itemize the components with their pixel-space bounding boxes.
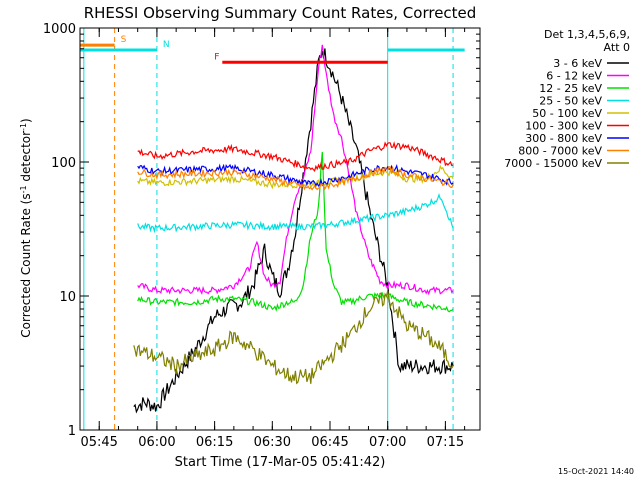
legend-label-8: 7000 - 15000 keV	[504, 157, 602, 170]
legend-label-5: 100 - 300 keV	[525, 120, 602, 133]
flag-label-3: F	[214, 52, 219, 62]
y-axis-label-mid: detector	[19, 131, 33, 186]
y-tick-label-3: 1000	[43, 22, 76, 37]
y-axis-label-sup-2: -1	[19, 123, 28, 131]
x-tick-label-2: 06:15	[196, 435, 233, 450]
legend-header-line-1: Det 1,3,4,5,6,9,	[544, 28, 630, 41]
series-line-5	[137, 141, 454, 172]
x-tick-label-3: 06:30	[254, 435, 291, 450]
x-tick-label-1: 06:00	[138, 435, 175, 450]
flag-label-0: S	[121, 35, 127, 45]
y-tick-label-2: 100	[51, 156, 76, 171]
series-line-2	[137, 151, 454, 313]
legend-header-line-2: Att 0	[604, 41, 630, 54]
legend-label-0: 3 - 6 keV	[553, 57, 602, 70]
legend-label-4: 50 - 100 keV	[532, 107, 602, 120]
y-tick-label-1: 10	[59, 290, 76, 305]
legend-label-6: 300 - 800 keV	[525, 132, 602, 145]
flag-label-1: N	[163, 40, 170, 50]
series-line-7	[137, 165, 454, 191]
y-axis-label-end: )	[19, 118, 33, 123]
series-line-3	[137, 193, 454, 234]
series-line-4	[137, 164, 454, 190]
series-line-1	[137, 44, 454, 296]
series-line-8	[133, 290, 454, 385]
x-tick-label-0: 05:45	[80, 435, 117, 450]
y-axis-label-main: Corrected Count Rate (s	[19, 193, 33, 337]
legend-label-2: 12 - 25 keV	[539, 82, 602, 95]
x-axis-label: Start Time (17-Mar-05 05:41:42)	[175, 455, 386, 470]
plot-inner	[80, 28, 465, 430]
x-tick-label-5: 07:00	[369, 435, 406, 450]
y-tick-label-0: 1	[68, 424, 76, 439]
x-tick-label-6: 07:15	[427, 435, 464, 450]
chart-title: RHESSI Observing Summary Count Rates, Co…	[84, 4, 477, 22]
axes: 1 10 100 1000 05:45 06:00 06:15 06:30 06:45 07:00…	[43, 22, 481, 450]
x-tick-label-4: 06:45	[311, 435, 348, 450]
legend-label-7: 800 - 7000 keV	[518, 145, 602, 158]
y-axis-label: Corrected Count Rate (s-1 detector-1)	[19, 118, 33, 337]
footer-date: 15-Oct-2021 14:40	[558, 467, 634, 476]
plot-frame	[79, 27, 481, 431]
legend-label-3: 25 - 50 keV	[539, 95, 602, 108]
legend-label-1: 6 - 12 keV	[546, 70, 602, 83]
y-axis-label-sup-1: -1	[19, 185, 28, 193]
plot-area: SNNF	[80, 28, 465, 430]
series-line-0	[133, 48, 454, 414]
